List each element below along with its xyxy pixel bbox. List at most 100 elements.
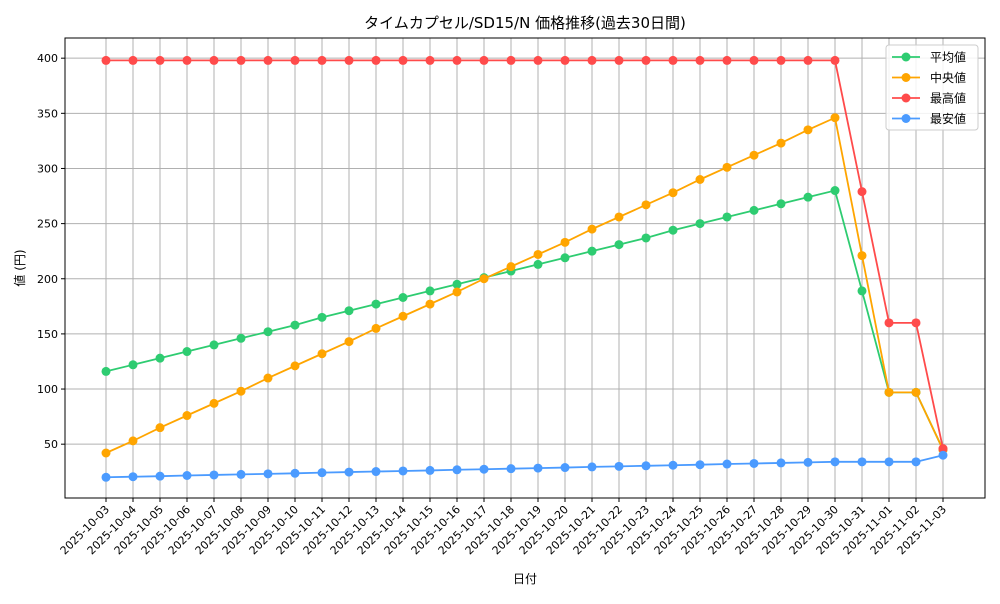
data-point (776, 55, 786, 65)
chart-title: タイムカプセル/SD15/N 価格推移(過去30日間) (364, 14, 686, 32)
data-point (533, 55, 543, 65)
y-axis: 50 100 150 200 250 300 350 400 (37, 52, 65, 451)
data-point (911, 387, 921, 397)
data-point (668, 188, 678, 198)
data-point (182, 347, 192, 357)
data-point (533, 259, 543, 269)
data-point (425, 55, 435, 65)
y-tick-label: 300 (37, 162, 58, 175)
data-point (128, 55, 138, 65)
data-point (506, 464, 516, 474)
y-tick-label: 250 (37, 218, 58, 231)
data-point (452, 287, 462, 297)
data-point (290, 55, 300, 65)
legend-marker (901, 52, 911, 62)
data-point (371, 299, 381, 309)
data-point (344, 55, 354, 65)
data-point (749, 150, 759, 160)
data-point (722, 55, 732, 65)
data-point (911, 457, 921, 467)
data-point (263, 327, 273, 337)
data-point (695, 174, 705, 184)
data-point (587, 224, 597, 234)
data-point (668, 55, 678, 65)
data-point (776, 458, 786, 468)
data-point (371, 55, 381, 65)
legend-marker (901, 114, 911, 123)
data-point (317, 312, 327, 322)
data-point (155, 471, 165, 481)
data-point (749, 205, 759, 215)
data-point (803, 125, 813, 135)
data-point (803, 192, 813, 202)
data-point (506, 262, 516, 272)
data-point (722, 212, 732, 222)
data-point (749, 55, 759, 65)
data-point (749, 458, 759, 468)
data-point (560, 55, 570, 65)
data-point (884, 457, 894, 467)
data-point (641, 461, 651, 471)
data-point (128, 472, 138, 482)
data-point (398, 311, 408, 321)
data-point (182, 471, 192, 481)
data-point (587, 246, 597, 256)
data-point (236, 386, 246, 396)
data-point (290, 361, 300, 371)
data-point (344, 467, 354, 477)
data-point (884, 387, 894, 397)
data-point (209, 470, 219, 480)
data-point (857, 251, 867, 261)
data-point (560, 253, 570, 263)
data-point (182, 411, 192, 421)
data-point (695, 460, 705, 470)
data-point (317, 349, 327, 359)
y-tick-label: 400 (37, 52, 58, 65)
data-point (614, 240, 624, 250)
data-point (128, 360, 138, 370)
data-point (425, 465, 435, 475)
data-point (533, 249, 543, 259)
y-tick-label: 100 (37, 383, 58, 396)
data-point (857, 286, 867, 296)
data-point (641, 233, 651, 243)
data-point (155, 353, 165, 363)
data-point (398, 293, 408, 303)
data-point (857, 457, 867, 467)
data-point (533, 463, 543, 473)
data-point (803, 457, 813, 467)
legend-label: 最高値 (930, 91, 966, 106)
legend-box (885, 44, 979, 131)
data-point (344, 306, 354, 316)
data-point (236, 55, 246, 65)
data-point (209, 55, 219, 65)
data-point (587, 462, 597, 472)
data-point (641, 55, 651, 65)
data-point (128, 436, 138, 446)
data-point (857, 187, 867, 197)
data-point (425, 286, 435, 296)
legend-label: 平均値 (930, 50, 966, 65)
data-point (398, 55, 408, 65)
data-point (938, 450, 948, 460)
data-point (101, 55, 111, 65)
data-point (452, 279, 462, 289)
data-point (101, 366, 111, 376)
x-axis-label: 日付 (513, 572, 537, 586)
data-point (263, 469, 273, 479)
data-point (587, 55, 597, 65)
data-point (317, 55, 327, 65)
data-point (101, 472, 111, 482)
data-point (479, 464, 489, 474)
data-point (479, 55, 489, 65)
data-point (236, 469, 246, 479)
data-point (722, 459, 732, 469)
y-tick-label: 150 (37, 328, 58, 341)
legend-label: 中央値 (930, 70, 966, 85)
data-point (830, 186, 840, 196)
data-point (830, 55, 840, 65)
legend-label: 最安値 (930, 111, 966, 126)
data-point (614, 461, 624, 471)
